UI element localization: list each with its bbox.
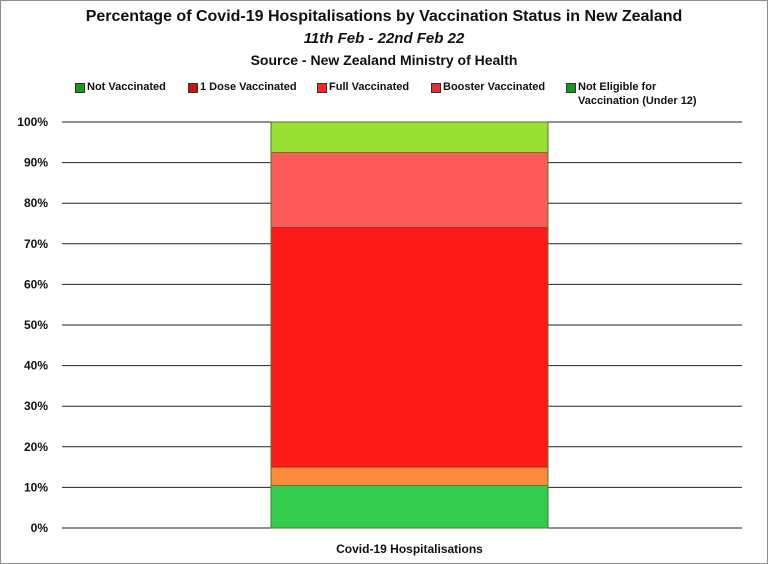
y-tick-label: 10%	[24, 480, 48, 494]
bar-segment-4	[270, 121, 549, 153]
legend-label-4: Not Eligible for Vaccination (Under 12)	[578, 81, 697, 107]
legend-label-1: 1 Dose Vaccinated	[200, 81, 297, 93]
y-tick-label: 50%	[24, 318, 48, 332]
y-tick-label: 70%	[24, 237, 48, 251]
y-tick-label: 20%	[24, 440, 48, 454]
x-category-label: Covid-19 Hospitalisations	[336, 542, 483, 556]
y-tick-label: 30%	[24, 399, 48, 413]
y-tick-label: 100%	[17, 115, 48, 129]
y-tick-label: 80%	[24, 196, 48, 210]
legend-label-0: Not Vaccinated	[87, 81, 166, 93]
y-tick-label: 60%	[24, 277, 48, 291]
legend-swatch-4	[566, 83, 576, 93]
y-tick-label: 40%	[24, 359, 48, 373]
bar-segment-0	[270, 484, 549, 529]
y-tick-label: 90%	[24, 156, 48, 170]
legend-swatch-0	[75, 83, 85, 93]
legend-swatch-3	[431, 83, 441, 93]
y-tick-label: 0%	[31, 521, 49, 535]
bar-segment-2	[270, 227, 549, 468]
bar-segment-1	[270, 466, 549, 486]
bar-segment-3	[270, 151, 549, 229]
legend-swatch-2	[317, 83, 327, 93]
chart-subtitle: 11th Feb - 22nd Feb 22	[303, 30, 465, 47]
legend-label-2: Full Vaccinated	[329, 81, 410, 93]
legend-swatch-1	[188, 83, 198, 93]
legend-label-3: Booster Vaccinated	[443, 81, 546, 93]
chart-title: Percentage of Covid-19 Hospitalisations …	[85, 8, 683, 25]
bar-outline	[270, 121, 549, 529]
chart-source: Source - New Zealand Ministry of Health	[250, 52, 518, 68]
